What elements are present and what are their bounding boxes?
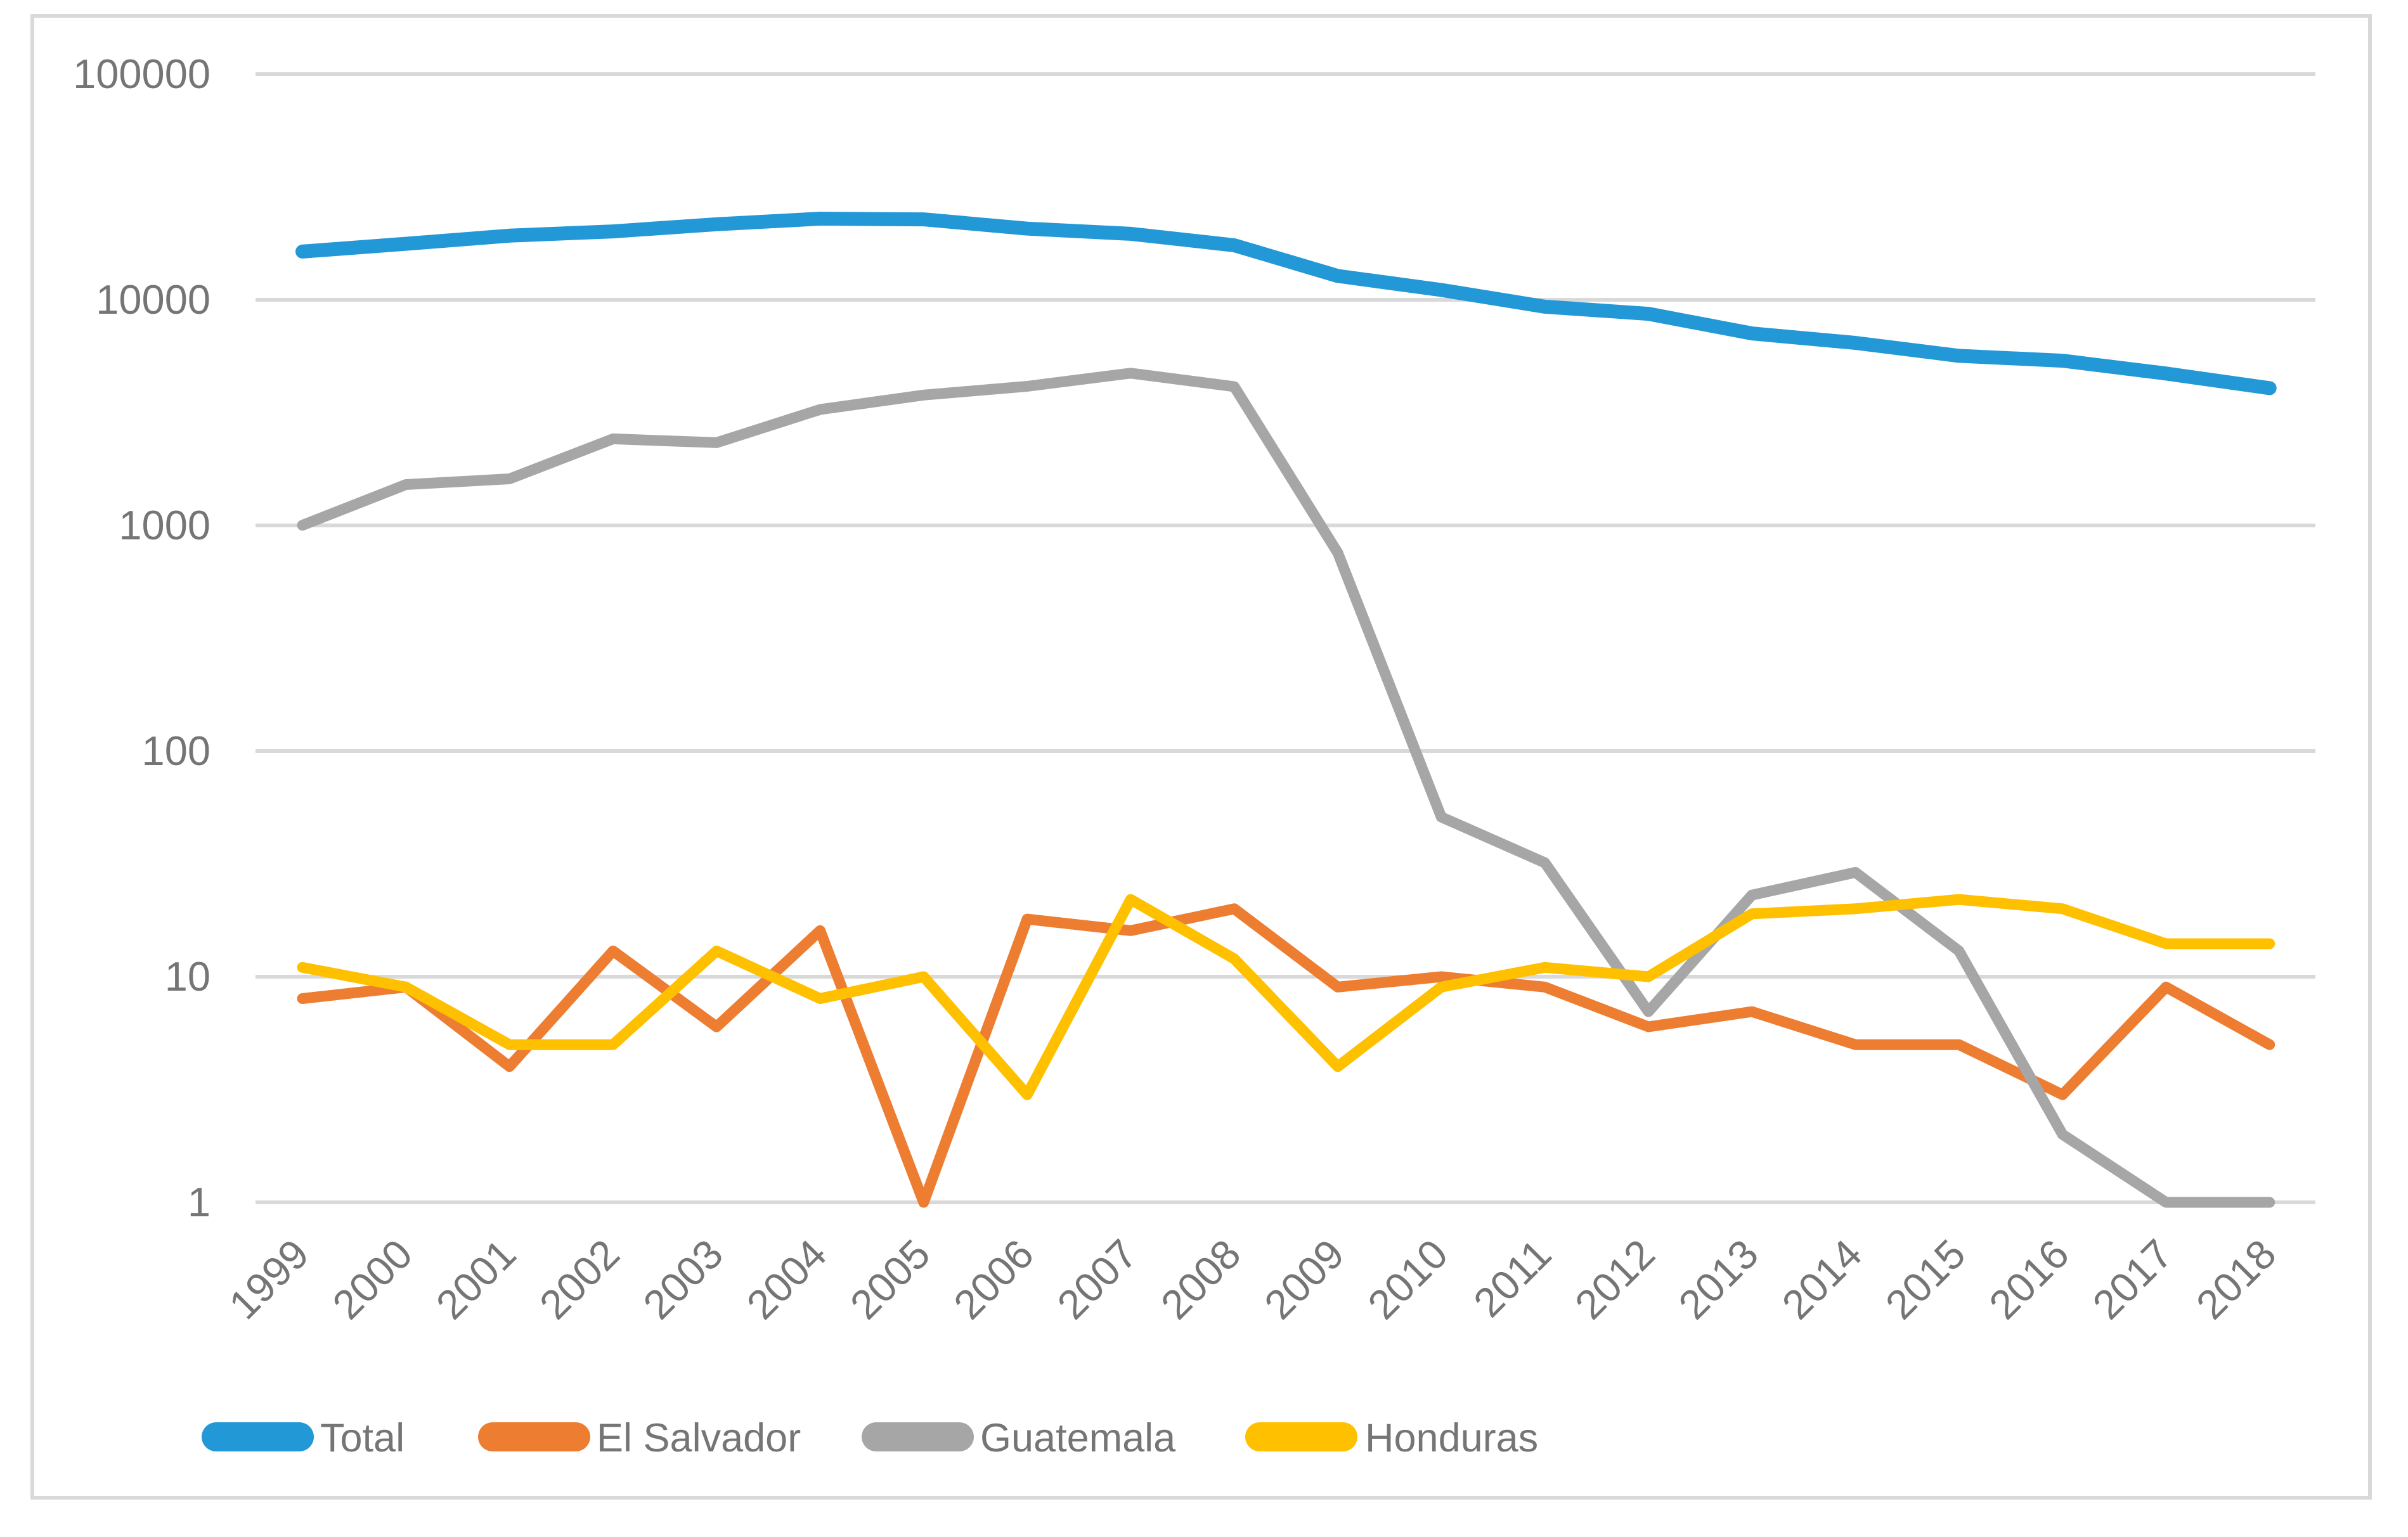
y-axis-label-10: 10 <box>165 953 210 1000</box>
series-line-el-salvador <box>297 903 2275 1208</box>
chart-border <box>30 14 2372 1500</box>
legend-label-guatemala: Guatemala <box>980 1416 1176 1460</box>
legend-label-el-salvador: El Salvador <box>597 1416 801 1460</box>
series-line-honduras <box>297 894 2275 1100</box>
series-line-guatemala <box>297 368 2275 1208</box>
y-axis-label-1000: 1000 <box>119 502 210 548</box>
legend-label-honduras: Honduras <box>1365 1416 1538 1460</box>
y-axis-label-10000: 10000 <box>96 276 210 323</box>
y-axis-label-100: 100 <box>142 728 210 774</box>
y-axis-label-1: 1 <box>188 1179 210 1225</box>
series-line-total <box>295 212 2277 396</box>
y-axis-label-100000: 100000 <box>73 51 210 97</box>
legend-label-total: Total <box>320 1416 405 1460</box>
